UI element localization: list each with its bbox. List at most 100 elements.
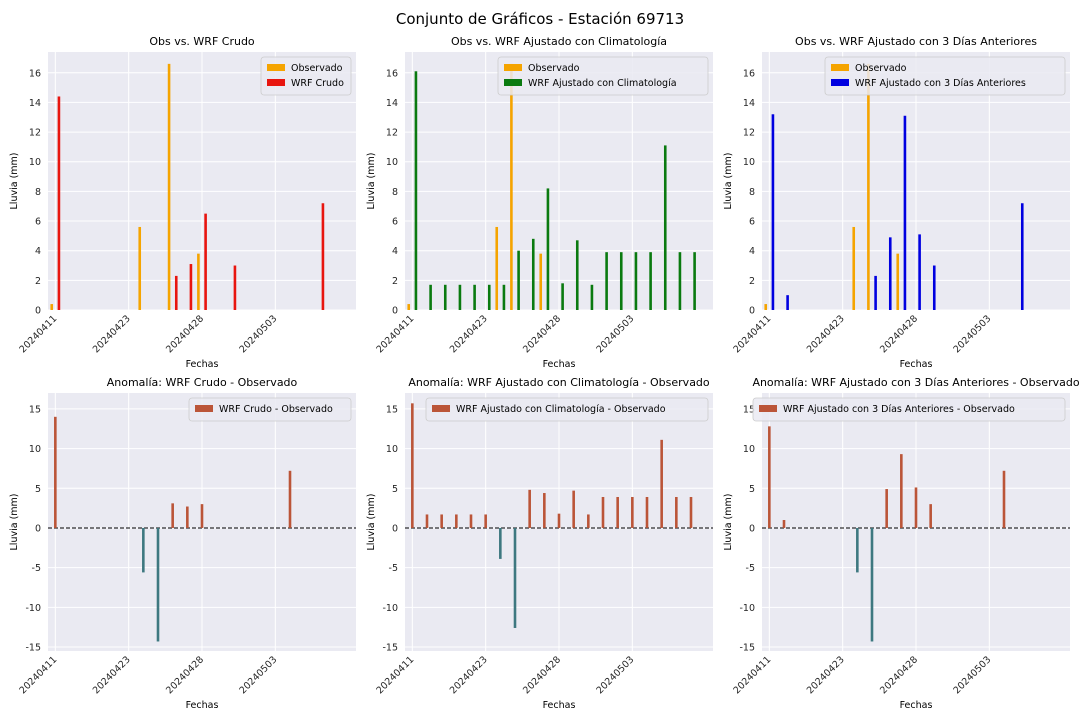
x-tick-label: 20240503 [951, 654, 993, 696]
x-tick-label: 20240411 [731, 313, 773, 355]
bar [469, 514, 473, 528]
y-tick-label: 8 [35, 187, 41, 198]
bar [321, 203, 325, 310]
bar [204, 213, 207, 310]
y-tick-label: 8 [749, 187, 755, 198]
bar [918, 234, 921, 310]
bar [900, 454, 903, 528]
bar [649, 252, 652, 310]
y-tick-label: -10 [382, 603, 398, 614]
bar [689, 496, 693, 528]
chart-panel-6: -15 -10 -5 0 5 10 15 20240411 20240423 20240428 20… [723, 376, 1080, 711]
y-tick-label: -10 [25, 603, 41, 614]
bar [171, 503, 174, 528]
y-tick-label: 12 [386, 128, 398, 139]
bar [443, 284, 447, 310]
y-axis-label: Lluvia (mm) [366, 494, 377, 551]
legend-swatch [195, 405, 213, 412]
bar [156, 527, 160, 642]
bar [458, 284, 462, 310]
legend-label: WRF Ajustado con Climatología - Observad… [456, 404, 666, 415]
bar [675, 496, 678, 528]
chart-panel-5: -15 -10 -5 0 5 10 15 20240411 20240423 20240428 20… [366, 376, 713, 711]
y-tick-label: 10 [29, 157, 41, 168]
chart-title: Anomalía: WRF Ajustado con 3 Días Anteri… [752, 376, 1079, 389]
x-tick-label: 20240411 [17, 313, 59, 355]
y-tick-label: 0 [392, 523, 398, 534]
y-axis-label: Lluvia (mm) [723, 494, 734, 551]
y-tick-label: 14 [743, 98, 755, 109]
y-tick-label: 2 [35, 276, 41, 287]
y-tick-label: -15 [25, 643, 41, 654]
x-tick-label: 20240428 [878, 654, 920, 696]
x-tick-label: 20240503 [594, 313, 636, 355]
y-tick-label: 0 [749, 523, 755, 534]
legend: WRF Ajustado con 3 Días Anteriores - Obs… [752, 397, 1066, 422]
bar [50, 304, 54, 310]
bar [57, 96, 61, 310]
x-axis-label: Fechas [900, 359, 933, 370]
chart-title: Obs vs. WRF Crudo [149, 35, 255, 48]
x-tick-label: 20240411 [731, 654, 773, 696]
bar [174, 275, 178, 310]
legend-box [188, 397, 352, 422]
x-tick-label: 20240411 [374, 654, 416, 696]
y-tick-label: 10 [743, 157, 755, 168]
x-tick-label: 20240503 [951, 313, 993, 355]
x-axis-label: Fechas [900, 700, 933, 711]
y-tick-label: 5 [749, 484, 755, 495]
y-tick-label: 16 [29, 68, 41, 79]
y-tick-label: 4 [749, 246, 755, 257]
bar [678, 252, 682, 310]
x-tick-label: 20240428 [878, 313, 920, 355]
legend-box [497, 56, 709, 96]
x-tick-label: 20240428 [521, 313, 563, 355]
x-axis-label: Fechas [186, 359, 219, 370]
bar [572, 490, 575, 528]
legend-swatch [504, 79, 522, 86]
legend-swatch [831, 79, 849, 86]
legend-swatch [267, 79, 285, 86]
x-tick-label: 20240428 [164, 654, 206, 696]
legend-label: Observado [528, 63, 580, 74]
y-tick-label: 10 [743, 444, 755, 455]
bar [1002, 470, 1006, 528]
legend-label: WRF Ajustado con 3 Días Anteriores - Obs… [783, 404, 1015, 415]
y-tick-label: 6 [35, 217, 41, 228]
bar [200, 504, 204, 528]
y-tick-label: -5 [746, 563, 755, 574]
bar [517, 250, 520, 310]
bar [528, 489, 531, 528]
x-tick-label: 20240428 [521, 654, 563, 696]
x-axis-label: Fechas [543, 359, 576, 370]
bar [414, 71, 418, 310]
bar [531, 238, 535, 310]
y-tick-label: -5 [389, 563, 398, 574]
bar [601, 496, 605, 528]
x-tick-label: 20240428 [164, 313, 206, 355]
chart-title: Anomalía: WRF Crudo - Observado [107, 376, 298, 389]
y-tick-label: 15 [743, 404, 755, 415]
legend-swatch [504, 64, 522, 71]
chart-title: Obs vs. WRF Ajustado con Climatología [451, 35, 667, 48]
legend-label: Observado [291, 63, 343, 74]
bar [455, 514, 458, 528]
y-tick-label: 6 [392, 217, 398, 228]
bar [513, 527, 517, 628]
y-tick-label: 14 [386, 98, 398, 109]
bar [693, 252, 696, 310]
y-tick-label: 5 [392, 484, 398, 495]
bar [487, 284, 491, 310]
bar [631, 496, 634, 528]
bar [142, 527, 145, 573]
bar [771, 114, 775, 310]
y-tick-label: 14 [29, 98, 41, 109]
x-tick-label: 20240423 [448, 654, 490, 696]
x-tick-label: 20240411 [374, 313, 416, 355]
y-tick-label: 0 [35, 306, 41, 317]
y-tick-label: 16 [386, 68, 398, 79]
y-tick-label: 10 [386, 444, 398, 455]
x-tick-label: 20240411 [17, 654, 59, 696]
x-axis-label: Fechas [186, 700, 219, 711]
